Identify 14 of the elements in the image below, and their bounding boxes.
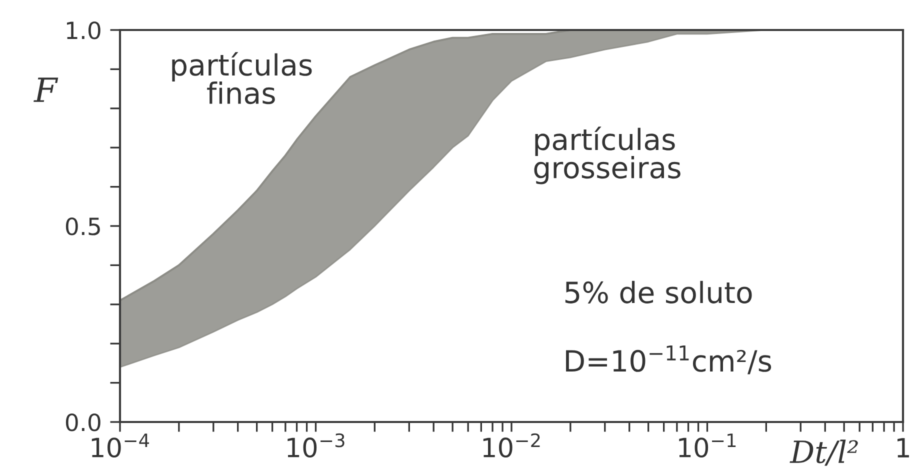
annotation: 5% de soluto (565, 280, 752, 304)
x-tick-label: 10$^{−1}$ (679, 434, 736, 458)
x-tick-label: 10$^{−2}$ (483, 433, 540, 458)
annotation: partículas grosseiras (534, 126, 680, 184)
x-tick-label: 10$^{−3}$ (288, 433, 344, 458)
y-tick-label: 1.0 (66, 21, 100, 40)
x-tick-label: 1 (898, 438, 909, 458)
y-tick-label: 0.0 (66, 413, 100, 432)
annotation: partículas finas (172, 52, 312, 104)
y-tick-label: 0.5 (66, 217, 100, 236)
x-axis-title: Dt/l² (790, 440, 858, 466)
x-tick-label: 10$^{−4}$ (92, 434, 150, 458)
annotation: D=10$^{−11}$cm²/s (566, 345, 772, 374)
y-axis-title: F (34, 78, 58, 102)
